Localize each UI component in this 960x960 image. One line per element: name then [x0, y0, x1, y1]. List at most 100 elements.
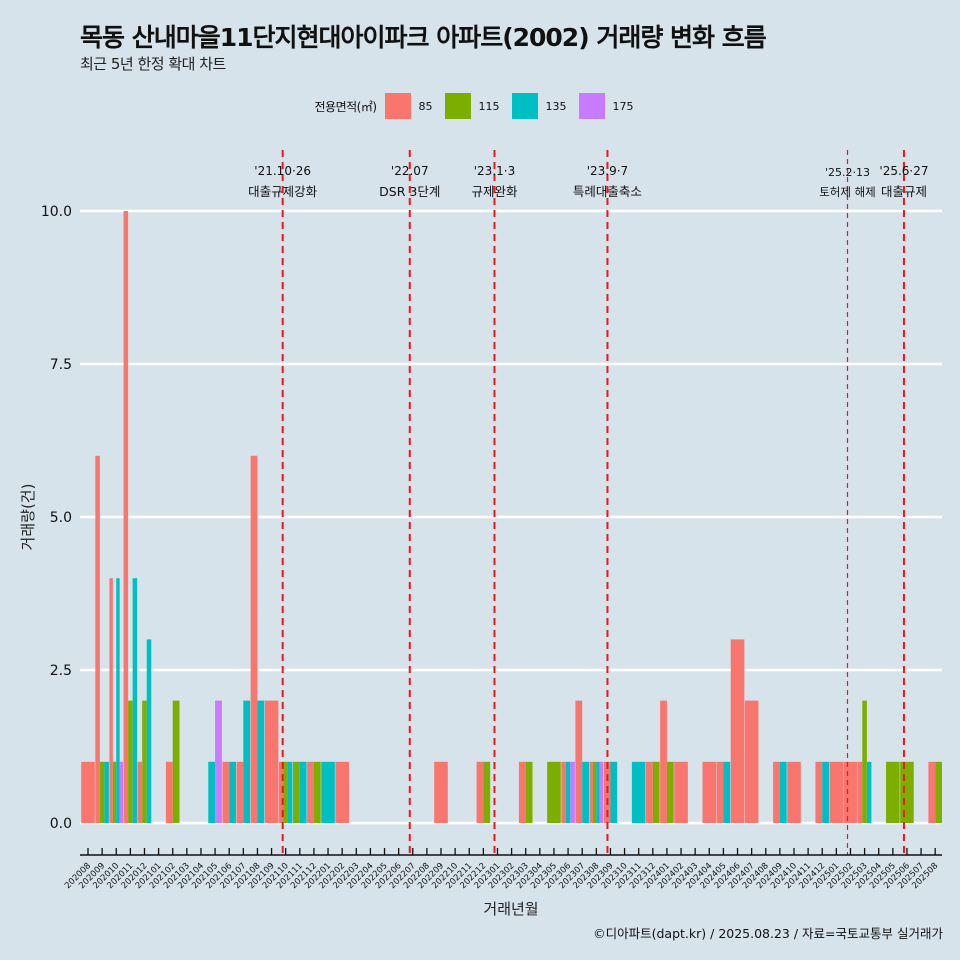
bar-135-202110	[287, 761, 293, 823]
bar-85-202008	[81, 761, 95, 823]
y-axis-title: 거래량(건)	[19, 484, 37, 551]
event-date-label: '25.6·27	[879, 164, 928, 178]
bar-135-202111	[299, 761, 307, 823]
bar-85-202010	[109, 578, 113, 823]
bar-85-202102	[165, 761, 173, 823]
bar-85-202108	[250, 455, 258, 823]
event-label: 특례대출축소	[573, 184, 642, 199]
event-date-label: '23.1·3	[474, 164, 515, 178]
bar-175-202308	[599, 761, 604, 823]
bar-85-202412	[815, 761, 823, 823]
bar-175-202010	[119, 761, 124, 823]
legend-label-115: 115	[478, 99, 500, 113]
legend-label-175: 175	[612, 99, 634, 113]
chart-subtitle: 최근 5년 한정 확대 차트	[80, 55, 226, 73]
event-date-label: '25.2·13	[825, 166, 870, 179]
chart-title: 목동 산내마을11단지현대아이파크 아파트(2002) 거래량 변화 흐름	[80, 23, 767, 52]
bar-85-202508	[928, 761, 936, 823]
bar-115-202010	[112, 761, 117, 823]
bar-135-202306	[565, 761, 571, 823]
bar-115-202011	[128, 700, 133, 823]
x-axis-title: 거래년월	[483, 900, 538, 918]
bar-135-202307	[582, 761, 589, 823]
legend-key-175	[578, 93, 605, 119]
bar-85-202212	[476, 761, 484, 823]
bar-85-202501	[829, 761, 844, 823]
bar-85-202106	[222, 761, 230, 823]
bar-85-202312	[646, 761, 653, 823]
bar-85-202503	[857, 761, 863, 823]
bar-85-202406	[730, 639, 745, 823]
bar-85-202202	[335, 761, 349, 823]
y-tick-label: 0.0	[50, 816, 72, 832]
bar-85-202109	[264, 700, 279, 823]
bar-175-202306	[570, 761, 575, 823]
bar-85-202405	[716, 761, 724, 823]
bar-85-202012	[137, 761, 143, 823]
event-date-label: '21.10·26	[254, 164, 311, 178]
bar-85-202407	[744, 700, 759, 823]
bar-85-202107	[236, 761, 244, 823]
y-tick-label: 2.5	[50, 663, 72, 679]
legend-label-135: 135	[545, 99, 567, 113]
bar-85-202410	[787, 761, 801, 823]
bar-85-202303	[518, 761, 526, 823]
bar-135-202009	[104, 761, 109, 823]
bar-115-202308	[592, 761, 597, 823]
bar-135-202201	[321, 761, 335, 823]
event-label: 대출규제강화	[248, 184, 318, 199]
y-axis: 0.0 2.5 5.0 7.5 10.0	[41, 204, 72, 832]
bar-115-202505	[886, 761, 900, 823]
bar-115-202012	[142, 700, 147, 823]
bar-135-202108	[257, 700, 265, 823]
bar-85-202209	[434, 761, 448, 823]
bar-115-202110	[283, 761, 288, 823]
legend-key-115	[444, 93, 471, 119]
bar-175-202105	[215, 700, 222, 823]
bar-135-202308	[596, 761, 600, 823]
bar-135-202106	[229, 761, 236, 823]
y-tick-label: 10.0	[41, 204, 72, 220]
legend-key-85	[384, 93, 411, 119]
bar-85-202502	[843, 761, 858, 823]
bar-85-202112	[307, 761, 314, 823]
bar-135-202503	[866, 761, 872, 823]
bar-135-202107	[243, 700, 251, 823]
event-date-label: '23.9·7	[587, 164, 628, 178]
event-label: 대출규제	[881, 184, 927, 199]
bar-135-202309	[610, 761, 618, 823]
bar-115-202303	[525, 761, 533, 823]
event-label: 토허제 해제	[819, 185, 876, 199]
bar-135-202412	[822, 761, 830, 823]
legend-title: 전용면적(㎡)	[314, 99, 377, 114]
x-axis: 2020082020092020102020112020122021012021…	[63, 848, 942, 891]
bars	[81, 211, 942, 823]
bar-135-202409	[779, 761, 787, 823]
bar-85-202402	[674, 761, 688, 823]
bar-85-202011	[123, 211, 129, 823]
grid-lines	[80, 209, 942, 825]
bar-135-202311	[631, 761, 646, 823]
bar-135-202105	[208, 761, 216, 823]
bar-115-202112	[313, 761, 321, 823]
bar-115-202009	[99, 761, 105, 823]
event-label: 규제완화	[471, 184, 518, 199]
bar-115-202401	[666, 761, 674, 823]
bar-115-202312	[652, 761, 660, 823]
bar-85-202307	[575, 700, 583, 823]
bar-135-202010	[116, 578, 120, 823]
bar-85-202308	[589, 761, 593, 823]
bar-115-202508	[935, 761, 942, 823]
y-tick-label: 5.0	[50, 510, 72, 526]
bar-135-202405	[723, 761, 731, 823]
event-label: DSR 3단계	[379, 184, 440, 199]
bar-135-202011	[132, 578, 138, 823]
bar-85-202401	[660, 700, 667, 823]
legend-key-135	[511, 93, 538, 119]
bar-115-202305	[547, 761, 561, 823]
legend-label-85: 85	[418, 99, 433, 113]
bar-85-202404	[702, 761, 717, 823]
bar-85-202110	[278, 761, 284, 823]
bar-135-202012	[146, 639, 152, 823]
event-date-label: '22.07	[391, 164, 429, 178]
